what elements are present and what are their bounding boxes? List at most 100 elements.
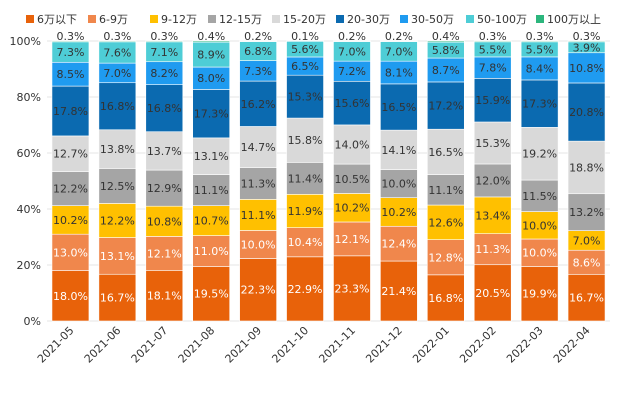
bar-segment [473, 40, 512, 43]
data-label: 15.9% [475, 94, 510, 107]
data-label: 23.3% [334, 282, 369, 295]
bar-segment [567, 40, 606, 43]
bar-segment [333, 221, 371, 257]
data-label: 8.0% [197, 72, 225, 85]
bar-segment [192, 174, 231, 206]
data-label: 20.5% [475, 287, 510, 300]
bar-segment [473, 233, 512, 266]
bar-segment [380, 129, 418, 170]
legend-item: 6万以下 [26, 13, 77, 26]
data-label: 18.8% [569, 161, 604, 174]
bar-segment [192, 266, 231, 322]
bar-segment [426, 81, 465, 130]
bar-segment [333, 124, 371, 165]
bar-segment [145, 40, 184, 43]
bar-segment [145, 205, 184, 237]
legend-label: 15-20万 [283, 13, 326, 26]
bar-segment [426, 204, 465, 240]
bar-segment [98, 273, 137, 322]
data-label: 18.0% [53, 290, 88, 303]
bar-segment [98, 203, 137, 238]
legend-label: 12-15万 [219, 13, 262, 26]
data-label: 10.2% [53, 214, 88, 227]
bar-segment [239, 167, 277, 200]
data-label: 20.8% [569, 106, 604, 119]
data-label: 8.1% [385, 67, 413, 80]
data-label: 16.8% [147, 102, 182, 115]
data-label: 10.2% [334, 202, 369, 215]
x-tick-label: 2022-03 [504, 324, 546, 366]
x-tick-label: 2021-05 [35, 324, 77, 366]
data-label: 0.3% [103, 30, 131, 43]
data-label: 5.8% [432, 44, 460, 57]
data-label: 5.5% [479, 43, 507, 56]
legend-item: 12-15万 [208, 13, 262, 26]
data-label: 14.1% [381, 144, 416, 157]
data-label: 8.9% [197, 49, 225, 62]
bar-segment [286, 227, 324, 258]
data-label: 15.3% [288, 91, 323, 104]
x-tick-label: 2021-07 [129, 324, 171, 366]
legend-label: 6万以下 [37, 13, 77, 26]
data-label: 17.2% [428, 100, 463, 113]
bar-segment [98, 82, 137, 131]
legend-swatch [272, 15, 280, 23]
data-label: 11.4% [288, 172, 323, 185]
bar-segment [145, 84, 184, 133]
data-label: 0.3% [56, 30, 84, 43]
bar-segment [520, 266, 559, 322]
x-tick-label: 2022-01 [410, 324, 452, 366]
bar-segment [192, 235, 231, 267]
bar-segment [98, 237, 137, 275]
data-label: 10.0% [522, 219, 557, 232]
y-gridlines [47, 40, 610, 322]
bar-segment [426, 40, 465, 43]
bar-segment [286, 117, 324, 163]
data-label: 18.1% [147, 290, 182, 303]
data-label: 16.2% [241, 98, 276, 111]
data-label: 16.7% [100, 292, 135, 305]
data-label: 22.3% [241, 284, 276, 297]
bar-segment [567, 273, 606, 322]
data-label: 12.5% [100, 180, 135, 193]
data-label: 15.6% [334, 97, 369, 110]
data-label: 8.7% [432, 64, 460, 77]
data-label: 12.0% [475, 174, 510, 187]
data-label: 7.3% [56, 46, 84, 59]
x-tick-label: 2021-06 [82, 324, 124, 366]
data-labels: 18.0% 13.0% 10.2% 12.2% 12.7% 17.8% 8.5% 7.3% 0.… [53, 30, 604, 305]
data-label: 12.1% [334, 233, 369, 246]
y-axis: 0% 20% 40% 60% 80% 100% [10, 35, 41, 328]
data-label: 13.1% [100, 250, 135, 263]
data-label: 10.7% [194, 215, 229, 228]
legend-swatch [466, 15, 474, 23]
bar-segment [192, 40, 231, 43]
data-label: 7.1% [150, 46, 178, 59]
x-tick-label: 2022-02 [457, 324, 499, 366]
data-label: 13.2% [569, 206, 604, 219]
bar-segment [286, 194, 324, 228]
bar-segment [192, 137, 231, 175]
legend-label: 6-9万 [99, 13, 128, 26]
data-label: 16.8% [100, 100, 135, 113]
bar-segment [426, 174, 465, 206]
legend-label: 9-12万 [161, 13, 197, 26]
bar-segment [473, 264, 512, 322]
data-label: 12.8% [428, 251, 463, 264]
data-label: 17.8% [53, 105, 88, 118]
data-label: 8.5% [56, 68, 84, 81]
bar-segment [239, 258, 277, 322]
bar-segment [567, 52, 606, 84]
data-label: 0.2% [244, 30, 272, 43]
data-label: 8.2% [150, 67, 178, 80]
bar-segment [473, 121, 512, 165]
bar-segment [333, 163, 371, 194]
data-label: 10.2% [381, 206, 416, 219]
data-label: 12.2% [100, 214, 135, 227]
bar-segment [239, 80, 277, 127]
bar-segment [333, 40, 371, 42]
data-label: 10.0% [522, 247, 557, 260]
bar-segment [145, 169, 184, 207]
data-label: 0.2% [338, 30, 366, 43]
